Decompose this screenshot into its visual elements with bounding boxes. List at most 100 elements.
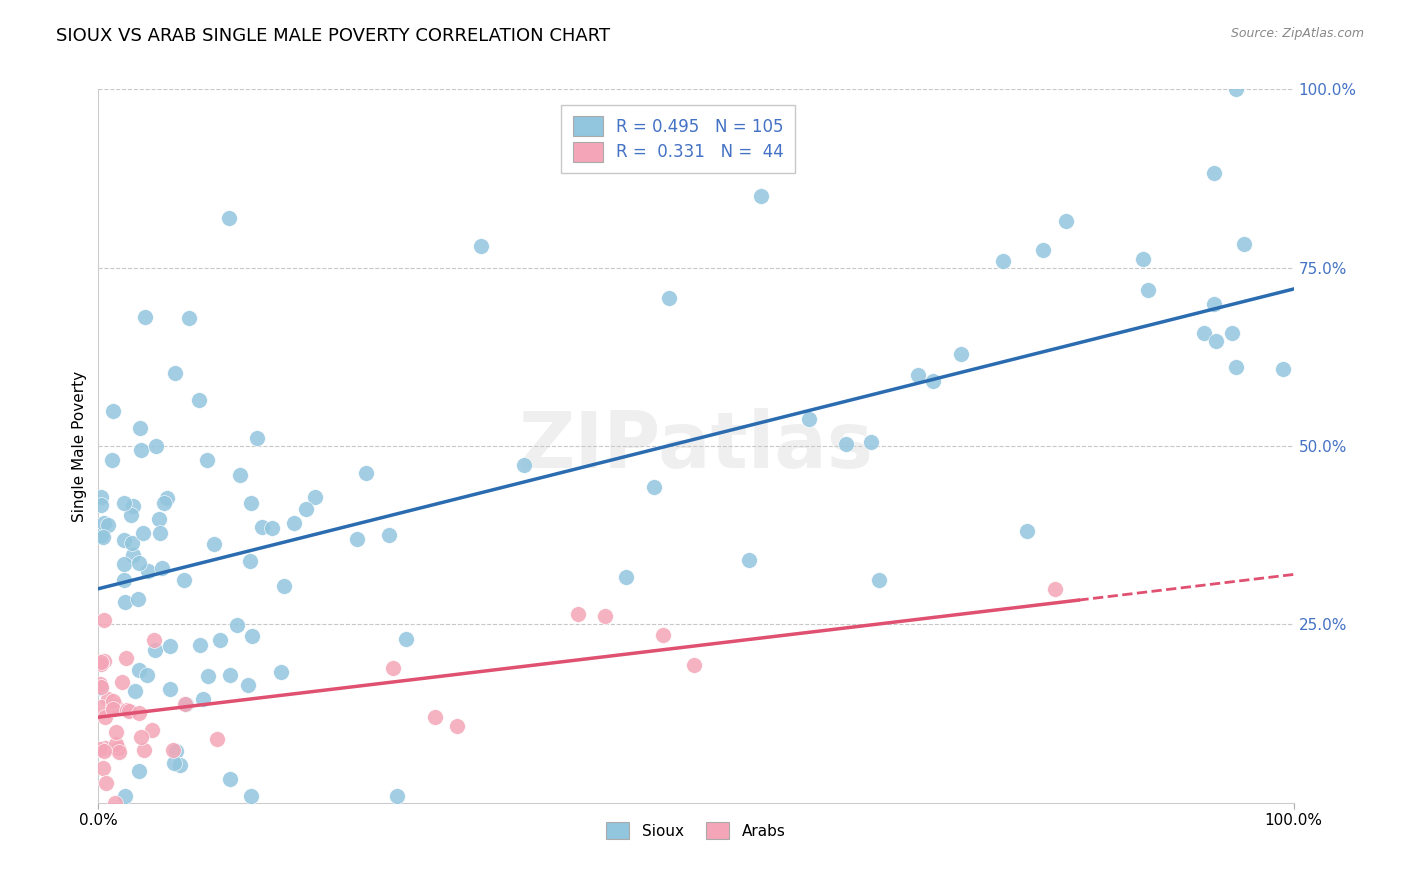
Point xyxy=(128,557,150,571)
Point xyxy=(993,254,1015,268)
Point xyxy=(378,528,401,542)
Point xyxy=(134,742,156,756)
Point xyxy=(218,667,240,681)
Point xyxy=(90,699,112,714)
Point xyxy=(643,479,665,493)
Point xyxy=(97,518,120,533)
Point xyxy=(159,640,181,654)
Point xyxy=(446,719,468,733)
Point xyxy=(219,772,242,786)
Point xyxy=(104,698,127,713)
Point xyxy=(112,558,135,572)
Point xyxy=(89,677,111,691)
Point xyxy=(188,638,211,652)
Point xyxy=(124,684,146,698)
Point xyxy=(90,527,112,541)
Point xyxy=(859,434,882,449)
Point xyxy=(138,564,160,578)
Point xyxy=(112,496,135,510)
Text: ZIPatlas: ZIPatlas xyxy=(519,408,873,484)
Point xyxy=(270,665,292,680)
Point xyxy=(114,594,136,608)
Point xyxy=(174,697,197,711)
Point xyxy=(91,530,114,544)
Point xyxy=(835,436,858,450)
Point xyxy=(169,757,191,772)
Point xyxy=(132,525,155,540)
Point xyxy=(197,668,219,682)
Point xyxy=(1054,214,1077,228)
Text: SIOUX VS ARAB SINGLE MALE POVERTY CORRELATION CHART: SIOUX VS ARAB SINGLE MALE POVERTY CORREL… xyxy=(56,27,610,45)
Point xyxy=(93,613,115,627)
Point xyxy=(1225,360,1247,375)
Point xyxy=(1272,361,1295,376)
Point xyxy=(90,680,112,694)
Point xyxy=(651,627,673,641)
Point xyxy=(205,732,228,747)
Point xyxy=(93,761,115,775)
Point xyxy=(225,618,247,632)
Point xyxy=(128,764,150,779)
Point xyxy=(1225,82,1247,96)
Text: Source: ZipAtlas.com: Source: ZipAtlas.com xyxy=(1230,27,1364,40)
Point xyxy=(120,508,142,522)
Point xyxy=(159,682,181,697)
Point xyxy=(93,744,115,758)
Point xyxy=(94,776,117,790)
Point xyxy=(121,548,143,562)
Legend: Sioux, Arabs: Sioux, Arabs xyxy=(600,816,792,845)
Point xyxy=(1202,297,1225,311)
Point xyxy=(101,453,124,467)
Point xyxy=(141,723,163,737)
Point xyxy=(107,741,129,756)
Point xyxy=(1015,524,1038,538)
Point xyxy=(218,211,240,225)
Point xyxy=(93,654,115,668)
Point xyxy=(1192,326,1215,340)
Point xyxy=(1132,252,1154,267)
Point xyxy=(118,704,141,718)
Point xyxy=(134,310,156,325)
Point xyxy=(922,374,945,388)
Point xyxy=(101,702,124,716)
Point xyxy=(614,570,637,584)
Point xyxy=(163,366,186,380)
Point xyxy=(1032,243,1054,257)
Point xyxy=(236,678,259,692)
Y-axis label: Single Male Poverty: Single Male Poverty xyxy=(72,370,87,522)
Point xyxy=(470,239,492,253)
Point xyxy=(273,579,295,593)
Point xyxy=(868,573,890,587)
Point xyxy=(173,573,195,587)
Point xyxy=(1136,283,1159,297)
Point xyxy=(245,431,267,445)
Point xyxy=(567,607,589,621)
Point xyxy=(658,291,681,305)
Point xyxy=(304,490,326,504)
Point xyxy=(229,468,252,483)
Point xyxy=(90,681,112,695)
Point xyxy=(208,633,231,648)
Point xyxy=(148,512,170,526)
Point xyxy=(103,403,125,417)
Point xyxy=(90,657,112,671)
Point xyxy=(94,740,117,755)
Point xyxy=(115,650,138,665)
Point xyxy=(162,743,184,757)
Point xyxy=(907,368,929,382)
Point xyxy=(250,520,273,534)
Point xyxy=(193,692,215,706)
Point xyxy=(115,703,138,717)
Point xyxy=(1043,582,1066,596)
Point xyxy=(90,490,112,504)
Point xyxy=(143,632,166,647)
Point xyxy=(240,496,263,510)
Point xyxy=(395,632,418,646)
Point xyxy=(749,189,772,203)
Point xyxy=(121,536,143,550)
Point xyxy=(89,742,111,756)
Point xyxy=(90,655,112,669)
Point xyxy=(195,453,218,467)
Point xyxy=(90,498,112,512)
Point xyxy=(239,554,262,568)
